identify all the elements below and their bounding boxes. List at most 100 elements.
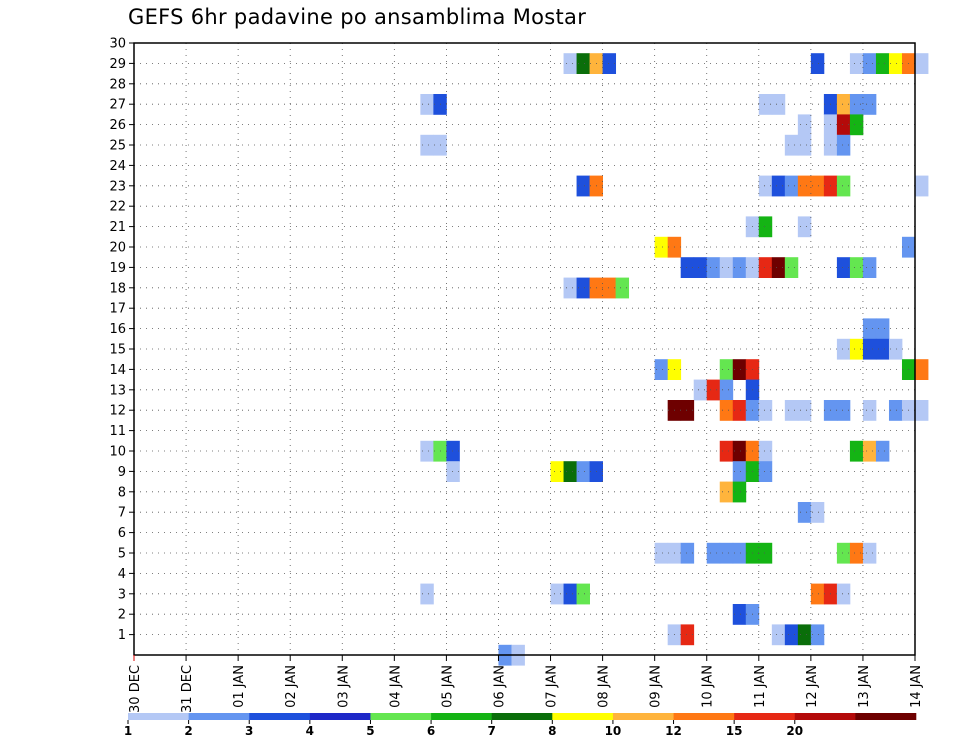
- heatmap-cell: [693, 379, 708, 401]
- heatmap-cell: [771, 624, 786, 646]
- y-tick-label: 20: [109, 241, 126, 256]
- heatmap-cell: [732, 440, 747, 462]
- heatmap-cell: [758, 257, 773, 278]
- dotted-grid: [134, 42, 915, 655]
- heatmap-cell: [875, 338, 890, 360]
- heatmap-cell: [719, 400, 734, 421]
- y-tick-label: 27: [109, 98, 126, 113]
- y-tick-label: 18: [109, 281, 126, 296]
- heatmap-cell: [862, 542, 877, 564]
- heatmap-cell: [784, 257, 799, 278]
- y-tick-label: 21: [109, 220, 126, 235]
- y-tick-label: 17: [109, 302, 126, 317]
- heatmap-cell: [732, 257, 747, 278]
- x-tick-label: 09 JAN: [649, 665, 664, 708]
- x-tick-label: 31 DEC: [180, 665, 195, 713]
- heatmap-cell: [576, 53, 590, 74]
- legend-swatch: [612, 713, 674, 720]
- x-tick-label: 14 JAN: [909, 665, 924, 708]
- heatmap-cell: [758, 175, 773, 197]
- x-tick-label: 01 JAN: [232, 665, 247, 708]
- chart-title: GEFS 6hr padavine po ansamblima Mostar: [128, 5, 587, 29]
- legend-swatch: [673, 713, 735, 720]
- heatmap-cell: [719, 257, 734, 278]
- legend-swatch: [249, 713, 311, 720]
- heatmap-cell: [732, 604, 747, 625]
- x-tick-label: 06 JAN: [492, 665, 507, 708]
- heatmap-cell: [615, 277, 630, 299]
- heatmap-cell: [563, 277, 577, 299]
- heatmap-cell: [732, 359, 747, 380]
- heatmap-cell: [797, 134, 812, 156]
- heatmap-cell: [576, 277, 590, 299]
- heatmap-cell: [420, 94, 434, 115]
- y-axis: 1234567891011121314151617181920212223242…: [109, 37, 134, 643]
- heatmap-cell: [784, 134, 799, 156]
- y-tick-label: 6: [118, 526, 126, 541]
- heatmap-cell: [810, 53, 825, 74]
- legend-swatch: [188, 713, 250, 720]
- heatmap-cell: [836, 338, 851, 360]
- heatmap-cell: [810, 502, 825, 523]
- heatmap-cell: [732, 481, 747, 503]
- y-tick-label: 1: [118, 628, 126, 643]
- heatmap-cell: [758, 461, 773, 482]
- legend-swatch: [734, 713, 796, 720]
- heatmap-cell: [836, 175, 851, 197]
- heatmap-cell: [758, 216, 773, 238]
- heatmap-cell: [784, 175, 799, 197]
- heatmap-cell: [875, 53, 890, 74]
- legend-label: 5: [366, 724, 374, 738]
- heatmap-cell: [810, 175, 825, 197]
- heatmap-cell: [719, 481, 734, 503]
- x-tick-label: 04 JAN: [388, 665, 403, 708]
- heatmap-cell: [446, 440, 460, 462]
- x-tick-label: 13 JAN: [857, 665, 872, 708]
- heatmap-cell: [654, 236, 669, 258]
- y-tick-label: 16: [109, 322, 126, 337]
- heatmap-cell: [758, 542, 773, 564]
- heatmap-cell: [576, 461, 590, 482]
- heatmap-cell: [550, 461, 564, 482]
- y-tick-label: 15: [109, 343, 126, 358]
- heatmap-cell: [706, 542, 721, 564]
- y-tick-label: 10: [109, 445, 126, 460]
- heatmap-cell: [862, 318, 877, 340]
- heatmap-cell: [810, 583, 825, 605]
- heatmap-cell: [719, 379, 734, 401]
- heatmap-cell: [563, 53, 577, 74]
- heatmap-cell: [915, 175, 929, 197]
- heatmap-cell: [797, 114, 812, 136]
- legend-swatch: [309, 713, 371, 720]
- heatmap-cell: [758, 94, 773, 115]
- legend-label: 6: [427, 724, 435, 738]
- heatmap-cell: [420, 583, 434, 605]
- heatmap-cell: [849, 114, 864, 136]
- heatmap-cell: [849, 94, 864, 115]
- heatmap-cell: [836, 257, 851, 278]
- heatmap-cell: [420, 440, 434, 462]
- heatmap-cell: [719, 440, 734, 462]
- heatmap-cell: [915, 53, 929, 74]
- heatmap-cell: [706, 257, 721, 278]
- legend-swatch: [855, 713, 917, 720]
- legend-label: 1: [124, 724, 132, 738]
- x-axis: 30 DEC 31 DEC 01 JAN 02 JAN 03 JAN 04 JAN 05 J…: [128, 655, 924, 713]
- y-tick-label: 13: [109, 383, 126, 398]
- legend-label: 12: [665, 724, 682, 738]
- heatmap-cell: [719, 542, 734, 564]
- heatmap-cell: [446, 461, 460, 482]
- x-tick-label: 10 JAN: [701, 665, 716, 708]
- x-tick-label: 03 JAN: [336, 665, 351, 708]
- legend-label: 4: [306, 724, 314, 738]
- heatmap-cell: [654, 359, 669, 380]
- heatmap-cell: [836, 542, 851, 564]
- heatmap-cell: [875, 318, 890, 340]
- heatmap-cell: [732, 542, 747, 564]
- heatmap-cell: [719, 359, 734, 380]
- legend-label: 7: [488, 724, 496, 738]
- legend-swatch: [431, 713, 492, 720]
- heatmap-cell: [797, 502, 812, 523]
- color-legend: 1 2 3 4 5 6 7 8 10 12 15 20: [124, 713, 917, 738]
- heatmap-cell: [680, 257, 695, 278]
